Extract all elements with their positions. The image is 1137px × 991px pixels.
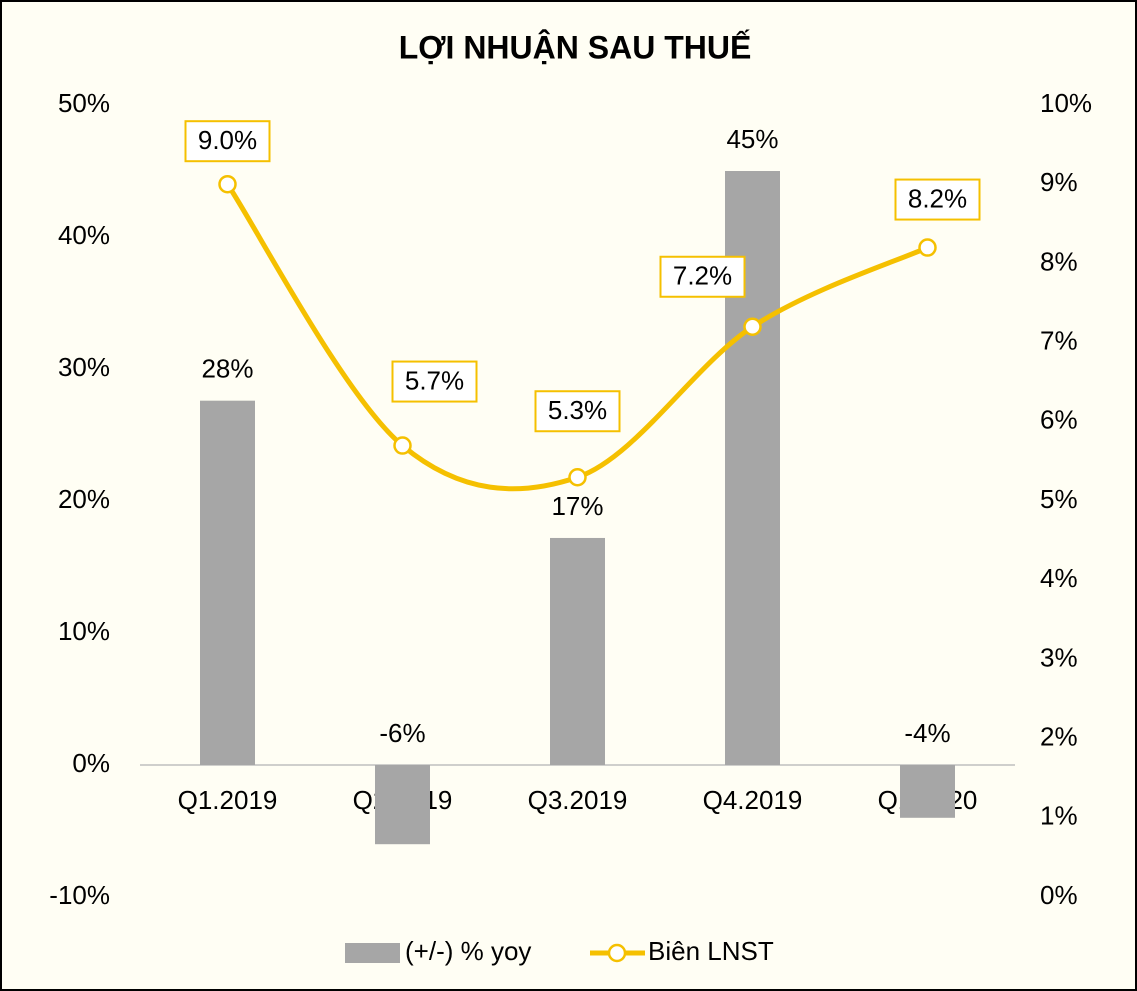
- y2-tick-label: 5%: [1040, 484, 1078, 514]
- y2-tick-label: 4%: [1040, 563, 1078, 593]
- line-marker: [218, 174, 237, 194]
- y2-tick-label: 1%: [1040, 801, 1078, 831]
- y-tick-label: 0%: [72, 748, 110, 778]
- label-box: [659, 255, 746, 298]
- bar: [375, 765, 430, 845]
- legend-label: (+/-) % yoy: [405, 936, 531, 966]
- x-tick-label: Q4.2019: [703, 785, 803, 815]
- line-value-label: 7.2%: [673, 261, 732, 291]
- label-box: [391, 360, 478, 403]
- y2-tick-label: 0%: [1040, 880, 1078, 910]
- x-tick-label: Q1.2019: [178, 785, 278, 815]
- line-marker: [743, 317, 762, 337]
- bar-value-label: -4%: [904, 718, 950, 748]
- y2-tick-label: 3%: [1040, 642, 1078, 672]
- legend-swatch: [345, 943, 400, 963]
- line-value-label: 5.3%: [548, 395, 607, 425]
- line-value-label: 5.7%: [405, 365, 464, 395]
- line-marker: [393, 436, 412, 455]
- line-value-label: 8.2%: [908, 183, 967, 213]
- y-tick-label: -10%: [49, 880, 110, 910]
- y2-tick-label: 7%: [1040, 325, 1078, 355]
- label-box: [534, 390, 621, 433]
- y2-tick-label: 9%: [1040, 167, 1078, 197]
- y2-tick-label: 6%: [1040, 405, 1078, 435]
- y-tick-label: 40%: [58, 220, 110, 250]
- bar: [200, 400, 255, 765]
- line-marker: [568, 467, 587, 487]
- y-tick-label: 50%: [58, 88, 110, 118]
- bar-value-label: 17%: [551, 491, 603, 521]
- label-box: [894, 178, 981, 221]
- label-box: [184, 120, 271, 163]
- y-tick-label: 10%: [58, 616, 110, 646]
- legend-marker: [607, 943, 627, 963]
- bar-value-label: -6%: [379, 718, 425, 748]
- y-tick-label: 30%: [58, 352, 110, 382]
- x-tick-label: Q3.2019: [528, 785, 628, 815]
- line-marker: [918, 238, 937, 257]
- bar: [900, 765, 955, 818]
- y-tick-label: 20%: [58, 484, 110, 514]
- chart-title: LỢI NHUẬN SAU THUẾ: [399, 29, 752, 65]
- y2-tick-label: 10%: [1040, 88, 1092, 118]
- line-value-label: 9.0%: [198, 125, 257, 155]
- y2-tick-label: 8%: [1040, 246, 1078, 276]
- legend-label: Biên LNST: [648, 936, 774, 966]
- bar-value-label: 45%: [726, 124, 778, 154]
- bar: [550, 537, 605, 765]
- y2-tick-label: 2%: [1040, 721, 1078, 751]
- bar-value-label: 28%: [201, 354, 253, 384]
